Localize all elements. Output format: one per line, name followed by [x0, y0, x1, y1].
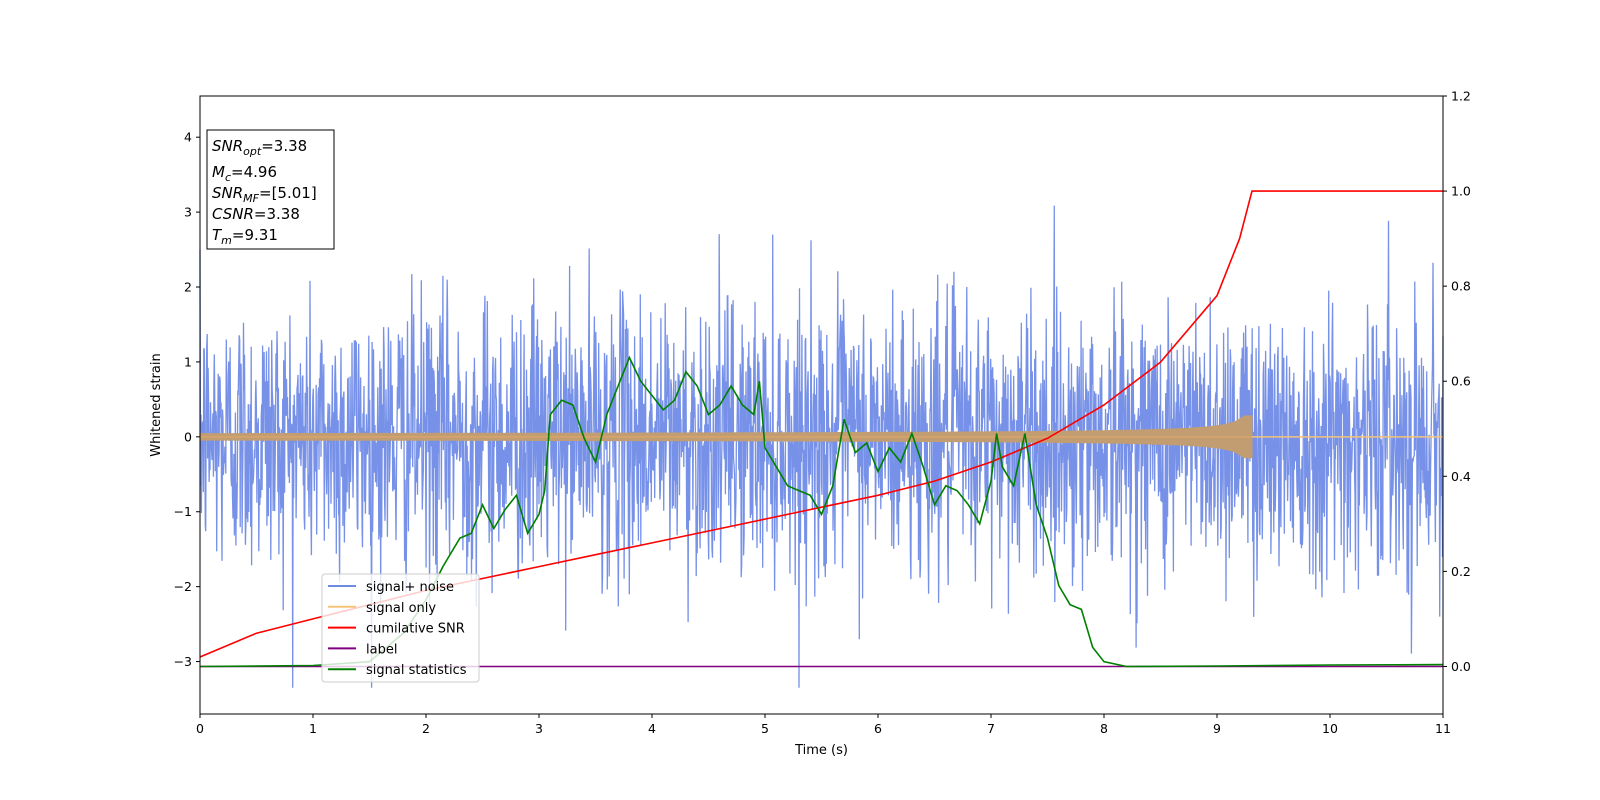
y-tick-label: 0 — [184, 429, 192, 444]
y-tick-label: −2 — [174, 579, 192, 594]
y-tick-label: 3 — [184, 205, 192, 220]
y2-tick-label: 1.0 — [1451, 184, 1471, 199]
y-tick-label: 4 — [184, 130, 192, 145]
x-tick-label: 10 — [1322, 721, 1338, 736]
plot-frame — [199, 95, 1444, 715]
info-box-line: SNRopt=3.38 — [212, 137, 307, 158]
series-line-signal-statistics — [199, 355, 1444, 668]
x-axis-label: Time (s) — [794, 743, 848, 758]
y2-tick-label: 0.6 — [1451, 374, 1471, 389]
y2-tick-label: 0.4 — [1451, 469, 1471, 484]
x-tick-label: 1 — [309, 721, 317, 736]
y2-tick-label: 1.2 — [1451, 89, 1471, 104]
x-tick-label: 3 — [535, 721, 543, 736]
y2-tick-label: 0.0 — [1451, 659, 1471, 674]
x-tick-label: 4 — [648, 721, 656, 736]
y-tick-label: 2 — [184, 280, 192, 295]
info-box-line: Tm=9.31 — [212, 226, 278, 247]
x-tick-label: 9 — [1213, 721, 1221, 736]
y2-tick-label: 0.2 — [1451, 564, 1471, 579]
legend-label: signal only — [366, 601, 436, 616]
signal-noise-line — [199, 205, 1444, 688]
y-tick-label: 1 — [184, 354, 192, 369]
legend-label: signal statistics — [366, 663, 467, 678]
x-tick-label: 6 — [874, 721, 882, 736]
legend-label: signal+ noise — [366, 580, 454, 595]
y2-tick-label: 0.8 — [1451, 279, 1471, 294]
info-box-line: SNRMF=[5.01] — [212, 184, 317, 205]
info-box-frame — [206, 129, 335, 250]
axes: 0 1 2 3 4 5 6 7 8 9 10 11 −3 −2 −1 0 1 2 3 4 0.0 0.2 0.4 0.6 0.8… — [174, 89, 1471, 737]
y-tick-label: −3 — [174, 654, 192, 669]
legend: signal+ noise signal only cumilative SNR la… — [321, 573, 480, 683]
y-tick-label: −1 — [174, 504, 192, 519]
series-signal-noise — [199, 205, 1444, 688]
x-tick-label: 8 — [1100, 721, 1108, 736]
info-box-line: Mc=4.96 — [212, 163, 277, 184]
legend-label: label — [366, 642, 397, 657]
x-tick-label: 11 — [1435, 721, 1451, 736]
x-tick-label: 2 — [422, 721, 430, 736]
legend-label: cumilative SNR — [366, 622, 465, 637]
y-axis-label: Whitened strain — [149, 353, 164, 456]
x-tick-label: 5 — [761, 721, 769, 736]
x-tick-label: 7 — [987, 721, 995, 736]
x-tick-label: 0 — [196, 721, 204, 736]
info-box-line: CSNR=3.38 — [212, 205, 300, 223]
legend-frame — [321, 573, 480, 683]
